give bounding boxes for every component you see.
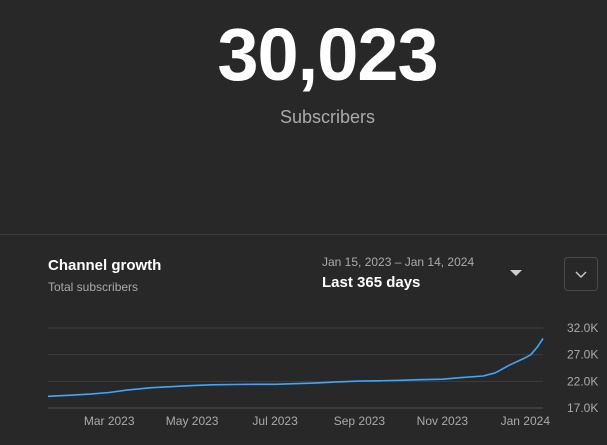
section-divider	[0, 234, 607, 235]
date-range-label: Last 365 days	[322, 274, 421, 291]
y-tick-label: 17.0K	[567, 401, 598, 415]
x-tick-label: Sep 2023	[334, 414, 386, 428]
caret-down-icon	[510, 270, 522, 276]
channel-growth-card	[0, 235, 607, 445]
channel-growth-title: Channel growth	[48, 257, 162, 274]
series-line	[47, 338, 544, 398]
subscriber-count: 30,023	[217, 13, 438, 96]
channel-growth-subtitle: Total subscribers	[48, 280, 139, 294]
x-tick-label: Mar 2023	[84, 414, 135, 428]
y-tick-label: 27.0K	[567, 348, 598, 362]
subscriber-label: Subscribers	[279, 107, 376, 127]
y-tick-label: 32.0K	[567, 321, 598, 335]
y-tick-label: 22.0K	[567, 374, 598, 388]
date-range-text: Jan 15, 2023 – Jan 14, 2024	[322, 255, 475, 269]
x-tick-label: May 2023	[166, 414, 219, 428]
x-tick-label: Nov 2023	[417, 414, 469, 428]
expand-button[interactable]	[564, 257, 598, 291]
x-tick-label: Jul 2023	[252, 414, 298, 428]
x-tick-label: Jan 2024	[501, 414, 551, 428]
subscriber-growth-chart: 32.0K 27.0K 22.0K 17.0K Mar 2023 May 2023 Jul …	[47, 321, 598, 428]
date-range-dropdown[interactable]: Jan 15, 2023 – Jan 14, 2024 Last 365 day…	[322, 255, 532, 295]
chevron-down-icon	[575, 271, 587, 278]
subscriber-summary: 30,023 Subscribers	[217, 13, 439, 127]
